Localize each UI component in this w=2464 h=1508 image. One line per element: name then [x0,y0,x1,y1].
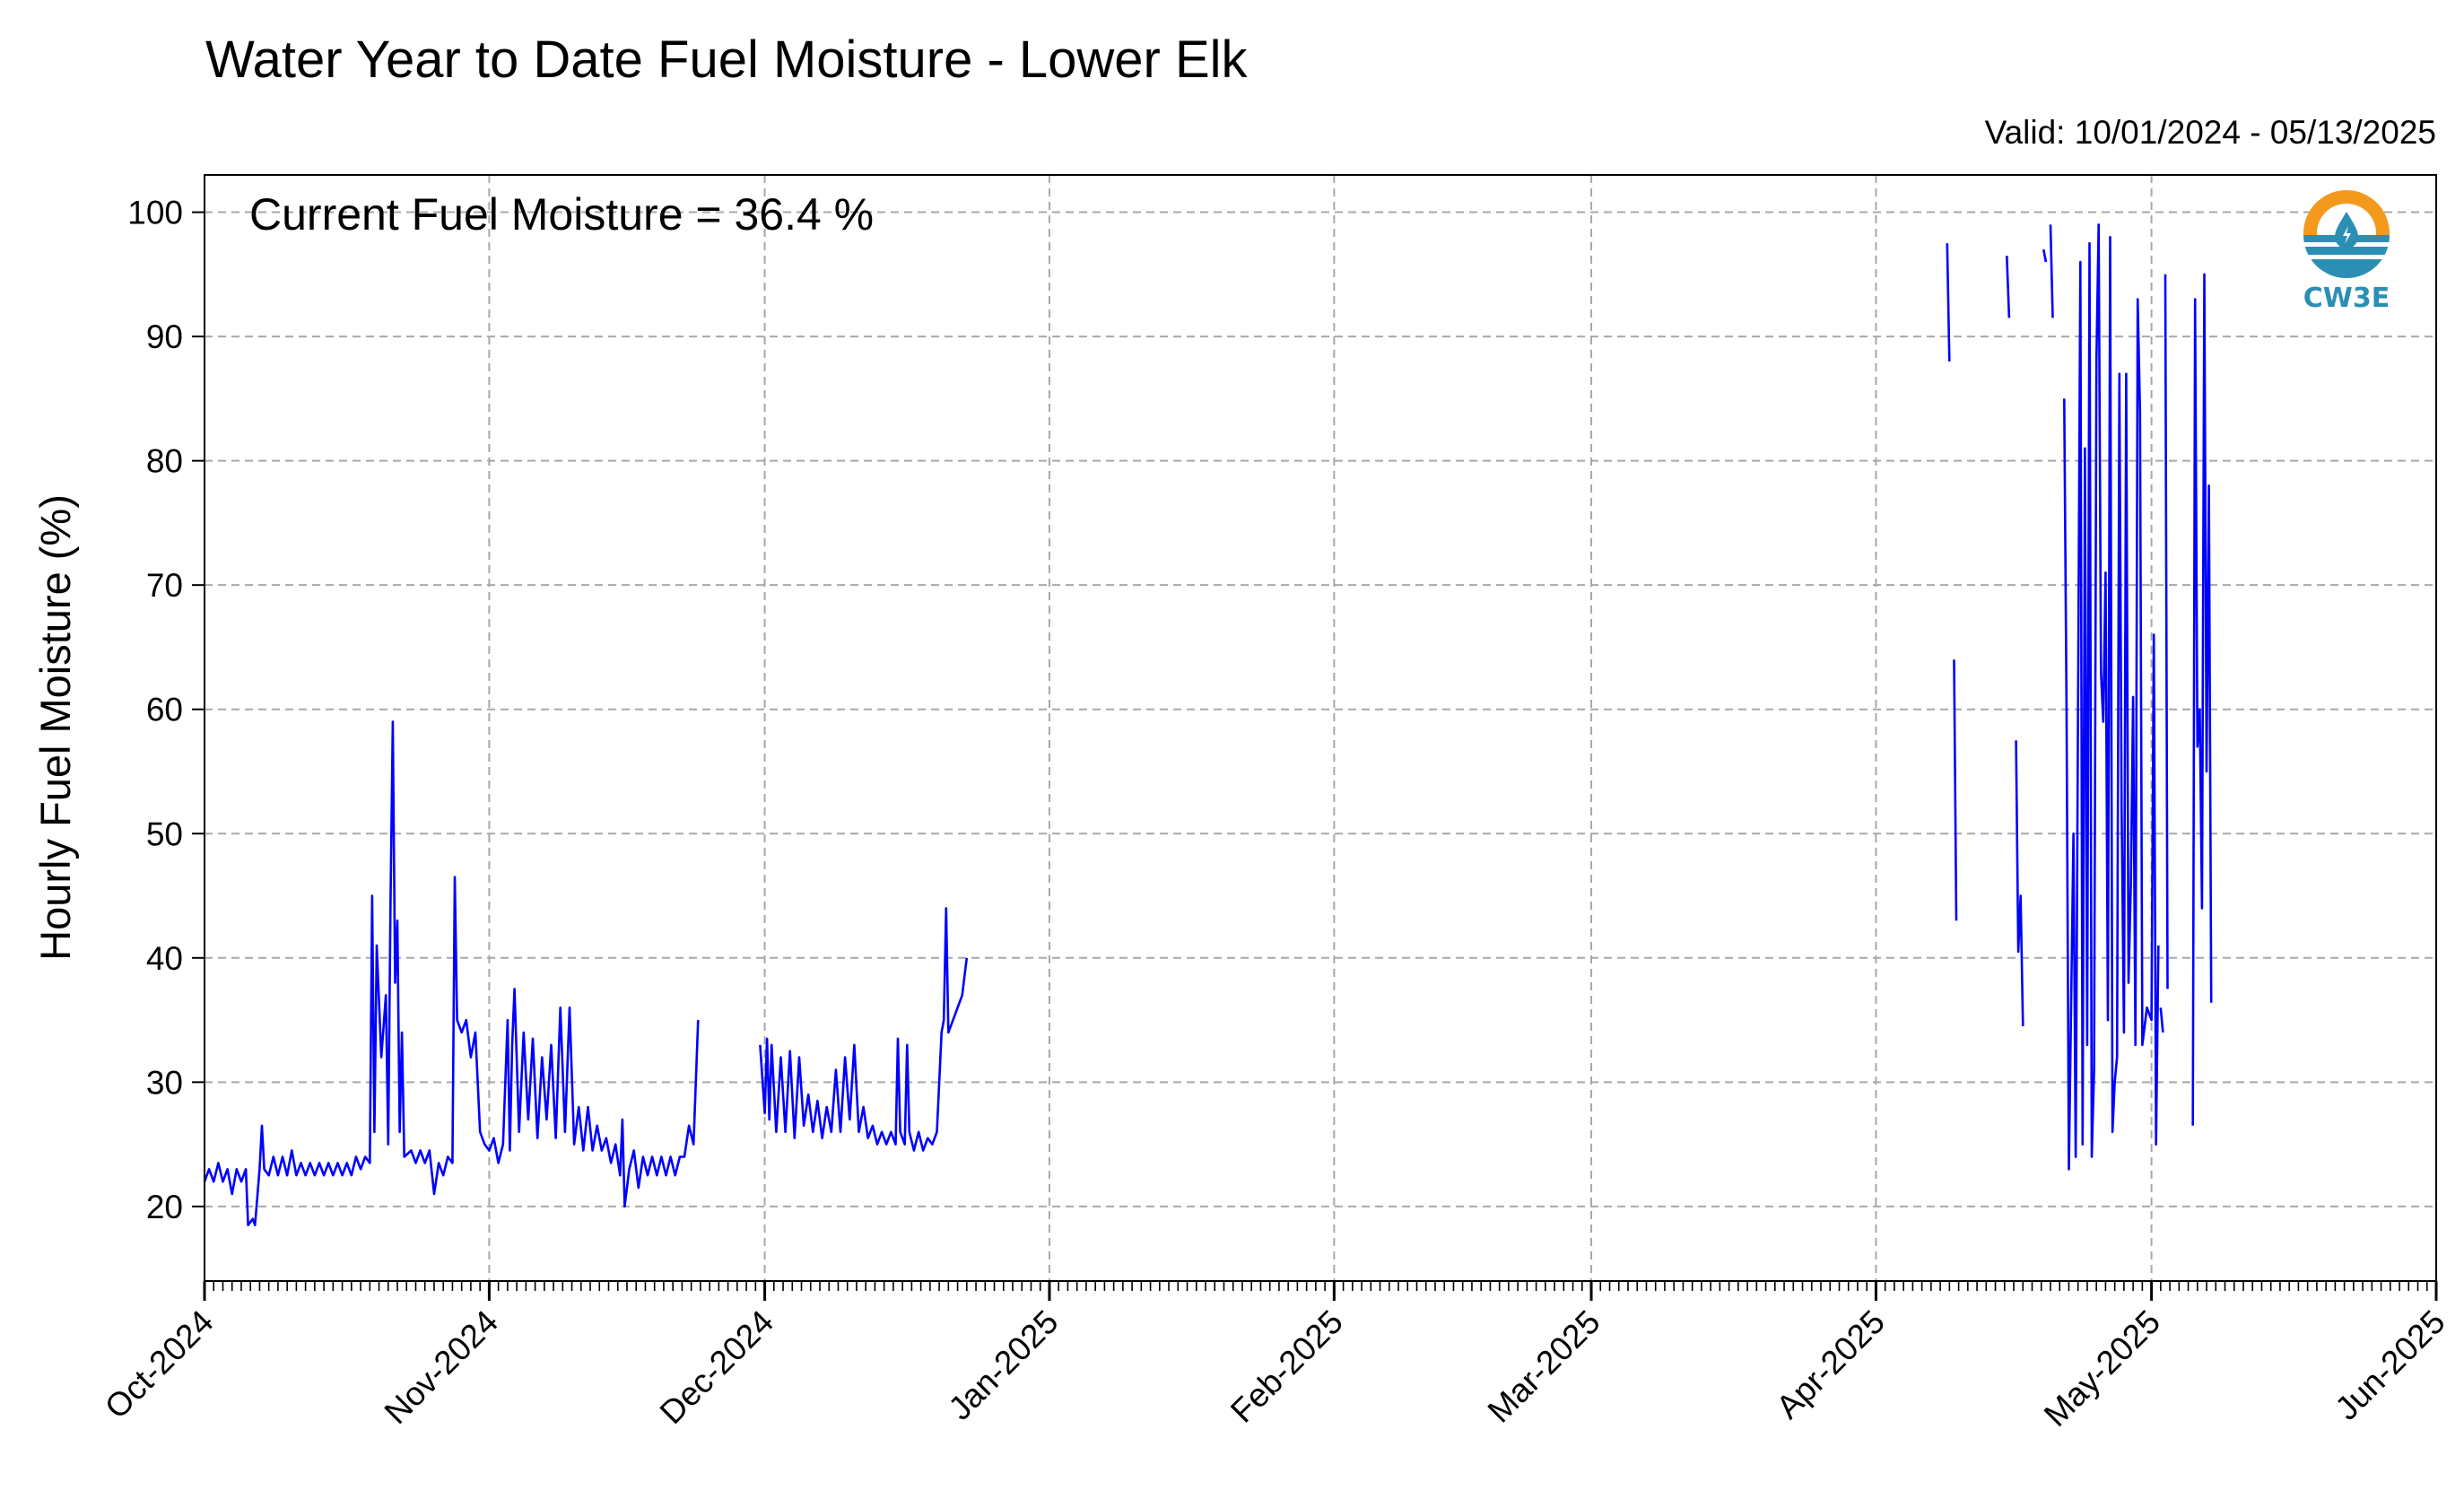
x-tick-label: Feb-2025 [1223,1303,1350,1430]
cw3e-logo-text: CW3E [2303,283,2390,314]
x-tick-label: Mar-2025 [1481,1303,1607,1430]
valid-range-label: Valid: 10/01/2024 - 05/13/2025 [1985,114,2436,151]
series-segment [2159,1007,2164,1033]
series-segment [2042,248,2048,263]
series-segment [2191,273,2213,1126]
series-segment [1946,243,1951,362]
series-segment [1953,659,1958,921]
x-tick-label: Oct-2024 [98,1303,221,1426]
series-segment [2049,224,2054,318]
x-tick-label: Dec-2024 [653,1303,780,1431]
series-segment [2015,740,2024,1027]
y-tick-label: 60 [146,692,183,728]
series-segment [2164,274,2169,989]
y-tick-label: 80 [146,443,183,480]
y-tick-label: 100 [127,195,183,231]
cw3e-logo: CW3E [2303,190,2390,314]
cw3e-logo-icon [2303,190,2390,278]
current-fuel-moisture-annotation: Current Fuel Moisture = 36.4 % [249,189,874,240]
plot-frame [204,174,2437,1282]
y-tick-label: 30 [146,1064,183,1101]
series-segment [2063,223,2160,1171]
y-axis-label: Hourly Fuel Moisture (%) [31,494,79,961]
y-tick-label: 70 [146,567,183,604]
x-tick-label: May-2025 [2037,1303,2167,1434]
y-tick-label: 40 [146,940,183,977]
x-tick-label: Jun-2025 [2329,1303,2452,1427]
series-segment [203,720,700,1226]
x-minor-ticks [204,1281,2437,1291]
y-tick-label: 90 [146,318,183,355]
series-line [203,223,2213,1226]
series-segment [2006,256,2011,318]
x-tick-label: Nov-2024 [378,1303,505,1431]
chart-title: Water Year to Date Fuel Moisture - Lower… [205,31,1249,89]
y-tick-label: 50 [146,815,183,852]
x-axis: Oct-2024 Nov-2024 Dec-2024 Jan-2025 Feb-2025… [98,1281,2452,1434]
series-segment [759,907,969,1152]
x-tick-label: Jan-2025 [942,1303,1066,1427]
y-axis: 20 30 40 50 60 70 80 90 100 [127,195,205,1225]
y-tick-label: 20 [146,1189,183,1225]
x-tick-label: Apr-2025 [1769,1303,1892,1426]
